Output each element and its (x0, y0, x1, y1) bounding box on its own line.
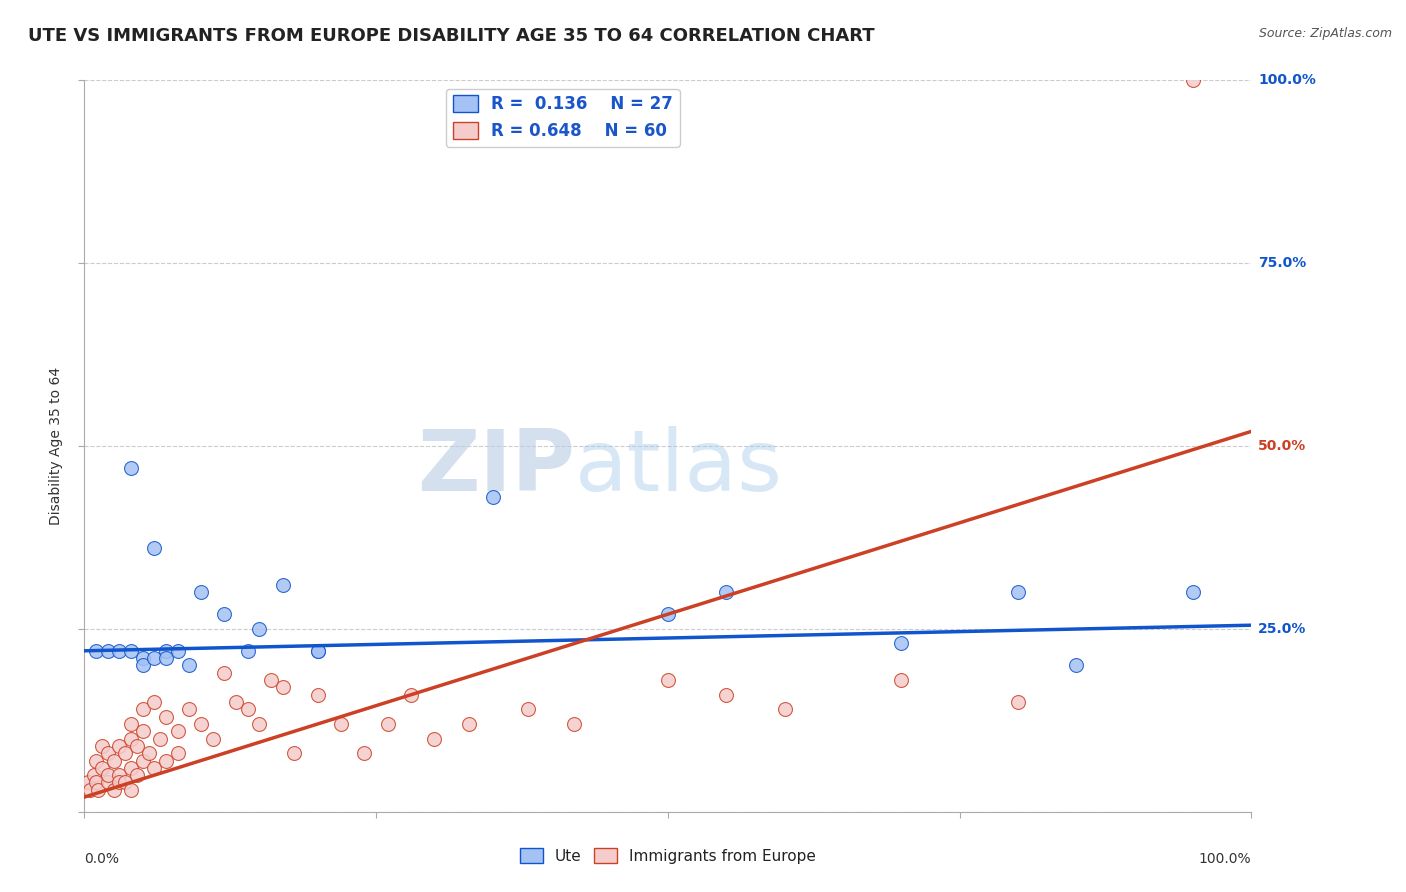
Point (143, 695, 166, 709)
Text: atlas: atlas (575, 426, 783, 509)
Point (143, 761, 166, 775)
Point (97, 775, 120, 789)
Point (103, 782, 125, 797)
Point (890, 673, 912, 687)
Point (97, 746, 120, 760)
Point (84, 644, 107, 658)
Text: UTE VS IMMIGRANTS FROM EUROPE DISABILITY AGE 35 TO 64 CORRELATION CHART: UTE VS IMMIGRANTS FROM EUROPE DISABILITY… (28, 27, 875, 45)
Point (179, 658, 201, 673)
Point (79, 782, 101, 797)
Point (260, 673, 283, 687)
Point (120, 461, 142, 475)
Point (307, 688, 329, 702)
Point (283, 746, 305, 760)
Point (97, 768, 120, 782)
Point (271, 681, 294, 695)
Point (773, 702, 796, 716)
Point (458, 717, 481, 731)
Point (564, 717, 586, 731)
Point (179, 702, 201, 716)
Point (201, 731, 224, 746)
Text: 25.0%: 25.0% (1258, 622, 1306, 636)
Point (166, 746, 188, 760)
Point (84, 775, 107, 789)
Point (132, 754, 155, 768)
Point (247, 717, 270, 731)
Point (108, 775, 131, 789)
Point (143, 651, 166, 665)
Point (76, 775, 98, 789)
Point (657, 607, 679, 622)
Point (166, 724, 188, 739)
Point (1007, 585, 1029, 599)
Point (155, 754, 177, 768)
Point (120, 644, 142, 658)
Point (108, 768, 131, 782)
Text: 75.0%: 75.0% (1258, 256, 1306, 270)
Point (87, 782, 110, 797)
Point (423, 731, 446, 746)
Text: 0.0%: 0.0% (84, 852, 120, 866)
Point (138, 746, 160, 760)
Point (247, 622, 270, 636)
Point (149, 731, 172, 746)
Point (214, 607, 236, 622)
Point (114, 775, 136, 789)
Point (132, 702, 155, 716)
Point (132, 651, 155, 665)
Point (132, 658, 155, 673)
Point (214, 665, 236, 680)
Point (399, 688, 422, 702)
Point (330, 717, 353, 731)
Point (120, 761, 142, 775)
Point (103, 754, 125, 768)
Point (890, 636, 912, 650)
Text: 100.0%: 100.0% (1258, 73, 1316, 87)
Point (225, 695, 247, 709)
Text: 100.0%: 100.0% (1199, 852, 1251, 866)
Point (1181, 73, 1204, 87)
Point (125, 768, 148, 782)
Text: 50.0%: 50.0% (1258, 439, 1306, 453)
Point (716, 688, 738, 702)
Point (1181, 585, 1204, 599)
Point (516, 702, 538, 716)
Point (155, 644, 177, 658)
Point (143, 541, 166, 556)
Point (190, 585, 212, 599)
Text: ZIP: ZIP (416, 426, 575, 509)
Point (307, 644, 329, 658)
Point (120, 731, 142, 746)
Point (155, 709, 177, 723)
Point (90, 761, 112, 775)
Point (120, 782, 142, 797)
Text: Source: ZipAtlas.com: Source: ZipAtlas.com (1258, 27, 1392, 40)
Point (236, 644, 259, 658)
Point (166, 644, 188, 658)
Legend: Ute, Immigrants from Europe: Ute, Immigrants from Europe (513, 842, 823, 870)
Point (716, 585, 738, 599)
Point (271, 578, 294, 592)
Point (84, 754, 107, 768)
Point (155, 651, 177, 665)
Y-axis label: Disability Age 35 to 64: Disability Age 35 to 64 (49, 367, 63, 525)
Point (657, 673, 679, 687)
Point (481, 490, 505, 504)
Point (236, 702, 259, 716)
Point (377, 717, 399, 731)
Point (83, 768, 105, 782)
Point (108, 739, 131, 753)
Point (132, 724, 155, 739)
Point (108, 644, 131, 658)
Point (1066, 658, 1088, 673)
Point (1007, 695, 1029, 709)
Point (307, 644, 329, 658)
Point (97, 644, 120, 658)
Point (190, 717, 212, 731)
Point (90, 739, 112, 753)
Point (125, 739, 148, 753)
Point (114, 746, 136, 760)
Point (353, 746, 375, 760)
Point (120, 717, 142, 731)
